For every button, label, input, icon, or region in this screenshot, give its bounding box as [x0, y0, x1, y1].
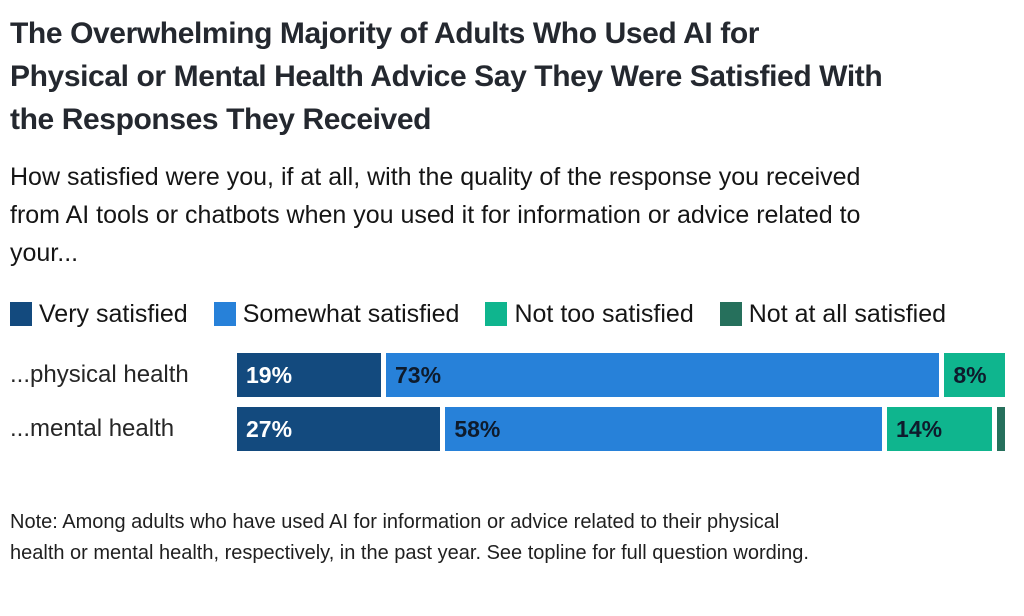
- note-line: health or mental health, respectively, i…: [10, 542, 809, 564]
- legend-swatch-icon: [10, 302, 32, 326]
- bar-segment-somewhat-satisfied: 58%: [445, 407, 883, 451]
- chart-title-line: the Responses They Received: [10, 103, 432, 136]
- bar-category-label: ...mental health: [10, 415, 175, 442]
- bar-value-label: 19%: [246, 361, 293, 388]
- legend: Very satisfied Somewhat satisfied Not too …: [10, 290, 950, 338]
- legend-item-very-satisfied: Very satisfied: [10, 300, 188, 328]
- bar-value-label: 27%: [246, 415, 293, 442]
- bar-value-label: 8%: [953, 361, 987, 388]
- chart-title-line: The Overwhelming Majority of Adults Who …: [10, 17, 760, 50]
- bar-segment-very-satisfied: 27%: [237, 407, 441, 451]
- bar-value-label: 73%: [395, 361, 442, 388]
- bar-segment-not-too-satisfied: 8%: [944, 353, 1005, 397]
- bar-track: 19% 73% 8%: [237, 353, 1005, 397]
- legend-label: Not too satisfied: [514, 300, 694, 328]
- legend-item-somewhat-satisfied: Somewhat satisfied: [213, 300, 460, 328]
- legend-swatch-icon: [485, 302, 508, 326]
- legend-label: Somewhat satisfied: [242, 300, 460, 328]
- legend-item-not-at-all-satisfied: Not at all satisfied: [719, 300, 947, 328]
- legend-label: Not at all satisfied: [748, 300, 947, 328]
- note-line: Note: Among adults who have used AI for …: [10, 511, 780, 533]
- chart-title: The Overwhelming Majority of Adults Who …: [10, 12, 1014, 141]
- chart-subtitle-line: from AI tools or chatbots when you used …: [10, 201, 861, 229]
- note: Note: Among adults who have used AI for …: [10, 507, 1014, 569]
- legend-item-not-too-satisfied: Not too satisfied: [485, 300, 694, 328]
- bar-value-label: 58%: [454, 415, 501, 442]
- bar-value-label: 14%: [896, 415, 943, 442]
- bar-segment-not-at-all-satisfied: [997, 407, 1005, 451]
- chart-title-line: Physical or Mental Health Advice Say The…: [10, 60, 883, 93]
- bar-row-physical-health: ...physical health 19% 73% 8%: [10, 353, 1014, 397]
- legend-swatch-icon: [213, 302, 236, 326]
- bar-rows: ...physical health 19% 73% 8% ...mental heal…: [10, 353, 1014, 451]
- legend-label: Very satisfied: [39, 300, 188, 328]
- bar-category-label: ...physical health: [10, 361, 189, 388]
- chart-subtitle-line: How satisfied were you, if at all, with …: [10, 163, 861, 191]
- bar-segment-somewhat-satisfied: 73%: [386, 353, 940, 397]
- bar-segment-not-too-satisfied: 14%: [887, 407, 993, 451]
- chart-subtitle: How satisfied were you, if at all, with …: [10, 158, 1014, 272]
- legend-swatch-icon: [719, 302, 742, 326]
- chart-subtitle-line: your...: [10, 239, 79, 267]
- bar-segment-very-satisfied: 19%: [237, 353, 382, 397]
- bar-track: 27% 58% 14%: [237, 407, 1005, 451]
- bar-row-mental-health: ...mental health 27% 58% 14%: [10, 407, 1014, 451]
